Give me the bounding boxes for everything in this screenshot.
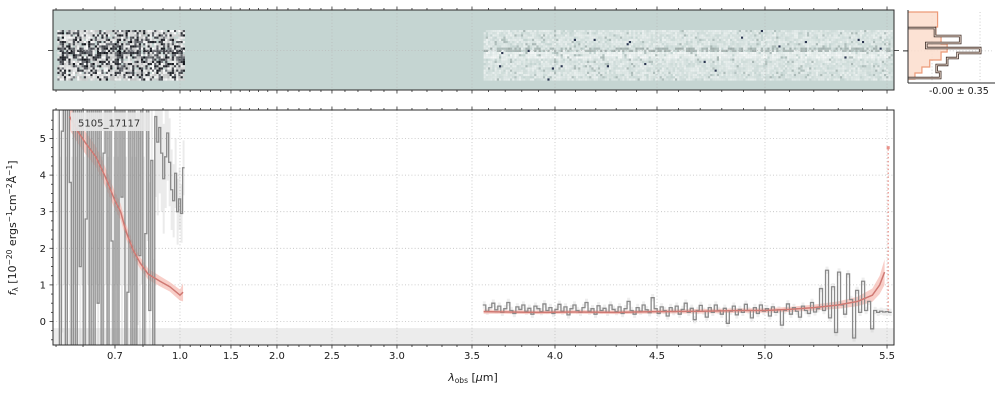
y-tick-label: 0 <box>40 317 46 328</box>
y-tick-label: 1 <box>40 280 46 291</box>
residual-histogram-panel: -0.00 ± 0.35 <box>903 10 998 97</box>
x-tick-label: 5.0 <box>757 351 773 362</box>
spectrum-2d-image <box>57 30 893 81</box>
residual-stats-label-box <box>923 84 998 97</box>
model-uncertainty-band-left <box>69 110 184 302</box>
residual-histogram-axes <box>903 10 995 84</box>
spectrum-2d-gridlines <box>53 10 894 90</box>
main-gridlines <box>53 110 894 345</box>
spectrum-2d-ticks <box>48 6 899 94</box>
model-spectrum-left <box>68 116 184 297</box>
x-tick-label: 0.7 <box>107 351 123 362</box>
x-tick-labels: 0.7 1.0 1.5 2.0 2.5 3.0 3.5 4.0 4.5 5.0 5.5 <box>107 351 895 362</box>
x-tick-label: 1.5 <box>223 351 239 362</box>
x-tick-label: 2.5 <box>324 351 340 362</box>
main-plot-content <box>57 110 892 345</box>
y-tick-label: 5 <box>40 134 46 145</box>
y-axis-label: fλ [10−20 ergs−1cm−2Å−1] <box>5 160 20 295</box>
spectrum-2d-frame <box>52 9 895 91</box>
x-tick-label: 1.0 <box>172 351 188 362</box>
spectrum-2d-panel <box>48 6 899 94</box>
residual-histogram-model-fill <box>908 11 948 80</box>
object-id-label: 5105_17117 <box>78 119 140 130</box>
y-tick-label: 3 <box>40 207 46 218</box>
main-frame <box>52 109 895 346</box>
y-axis-ticks <box>49 119 53 341</box>
x-axis-ticks <box>55 106 888 349</box>
x-axis-label: λobs [μm] <box>447 371 498 385</box>
x-tick-label: 3.5 <box>464 351 480 362</box>
residual-stats-label: -0.00 ± 0.35 <box>929 86 989 97</box>
y-tick-label: 2 <box>40 244 46 255</box>
y-tick-labels: 0 1 2 3 4 5 <box>40 134 46 328</box>
emission-line-marker-cap <box>886 146 890 150</box>
object-id-label-box <box>71 112 150 131</box>
x-tick-label: 5.5 <box>879 351 895 362</box>
below-zero-shading <box>53 328 894 345</box>
residual-histogram-data-core <box>908 27 981 79</box>
x-tick-label: 2.0 <box>269 351 285 362</box>
spectrum-1d-panel: 5105_17117 0.7 1.0 1.5 2.0 2.5 3.0 3.5 4.0 4.5 5.0… <box>5 106 895 385</box>
model-spectrum-right <box>483 271 886 314</box>
x-tick-label: 3.0 <box>389 351 405 362</box>
x-tick-label: 4.5 <box>649 351 665 362</box>
y-tick-label: 4 <box>40 171 46 182</box>
x-tick-label: 4.0 <box>547 351 563 362</box>
